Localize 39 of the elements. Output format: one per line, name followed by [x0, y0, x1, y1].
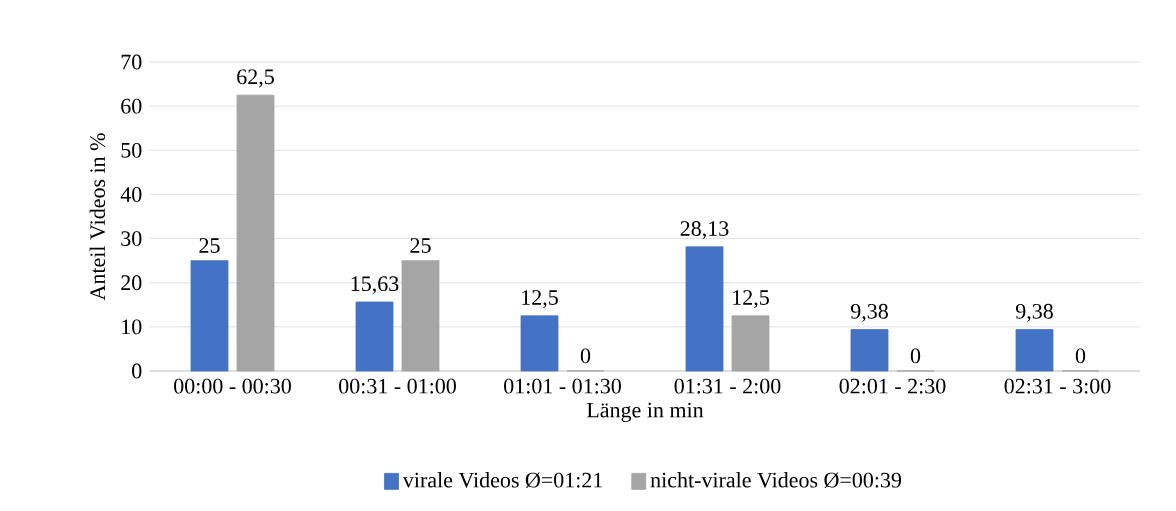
- data-label: 9,38: [1015, 303, 1053, 322]
- x-tick-label: 01:31 - 2:00: [674, 378, 781, 394]
- bar: [520, 315, 559, 372]
- y-axis-title: Anteil Videos in %: [89, 133, 106, 301]
- bar: [731, 315, 770, 372]
- x-tick-label: 01:01 - 01:30: [504, 378, 621, 394]
- data-label: 0: [910, 348, 921, 364]
- y-tick-label: 0: [132, 363, 142, 379]
- data-label: 0: [580, 348, 591, 364]
- x-tick-label: 02:31 - 3:00: [1004, 378, 1111, 394]
- x-tick-label: 02:01 - 2:30: [839, 378, 946, 394]
- x-axis-title: Länge in min: [586, 402, 704, 423]
- y-tick-label: 10: [122, 319, 142, 335]
- data-label: 15,63: [351, 276, 399, 295]
- data-label: 9,38: [850, 303, 888, 322]
- y-tick-label: 50: [121, 142, 142, 158]
- legend-label: virale Videos Ø=01:21: [402, 472, 603, 488]
- bar: [190, 260, 229, 372]
- y-tick-label: 70: [121, 54, 142, 70]
- bar: [355, 301, 394, 372]
- bar: [1015, 329, 1054, 372]
- data-label: 25: [410, 238, 431, 253]
- y-tick-label: 30: [121, 231, 142, 246]
- data-label: 25: [199, 238, 220, 253]
- y-tick-label: 60: [121, 98, 142, 114]
- bar: [236, 94, 275, 372]
- data-label: 28,13: [680, 221, 729, 240]
- y-tick-label: 40: [120, 187, 142, 202]
- bar: [401, 260, 440, 372]
- data-label: 12,5: [522, 290, 558, 309]
- y-tick-label: 20: [121, 275, 142, 291]
- x-tick-label: 00:00 - 00:30: [174, 378, 291, 394]
- x-tick-label: 00:31 - 01:00: [339, 378, 456, 394]
- data-label: 12,5: [733, 290, 769, 309]
- legend-label: nicht-virale Videos Ø=00:39: [650, 472, 902, 488]
- data-label: 0: [1075, 348, 1086, 364]
- bar: [850, 329, 889, 372]
- data-label: 62,5: [237, 69, 274, 88]
- bar: [685, 246, 724, 372]
